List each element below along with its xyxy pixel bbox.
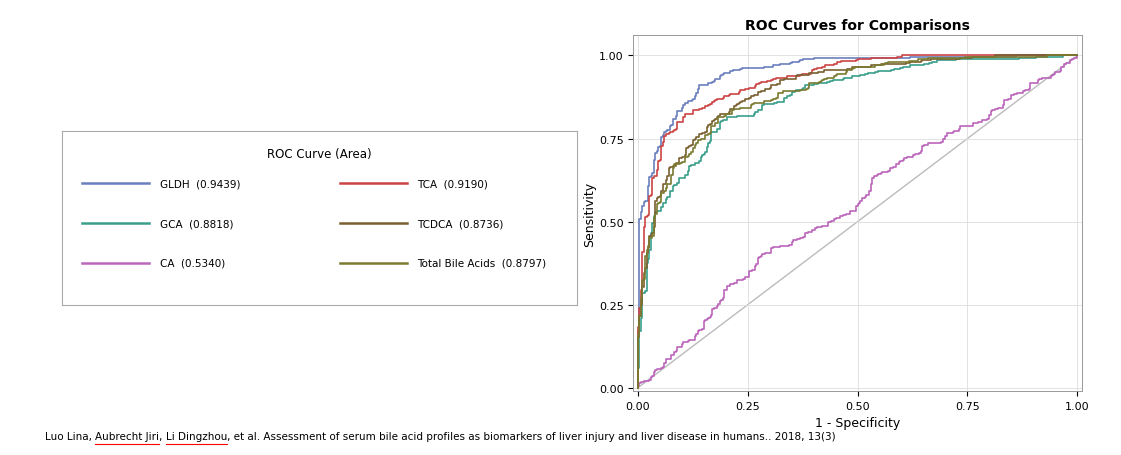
Text: ,: , — [159, 431, 166, 441]
Title: ROC Curves for Comparisons: ROC Curves for Comparisons — [745, 19, 970, 32]
Text: ROC Curve (Area): ROC Curve (Area) — [267, 147, 372, 161]
Text: Aubrecht Jiri: Aubrecht Jiri — [95, 431, 159, 441]
Text: , et al. Assessment of serum bile acid profiles as biomarkers of liver injury an: , et al. Assessment of serum bile acid p… — [228, 431, 836, 441]
Text: Luo Lina,: Luo Lina, — [45, 431, 95, 441]
Text: GCA  (0.8818): GCA (0.8818) — [159, 218, 233, 228]
Text: TCDCA  (0.8736): TCDCA (0.8736) — [417, 218, 503, 228]
X-axis label: 1 - Specificity: 1 - Specificity — [815, 416, 900, 430]
Text: CA  (0.5340): CA (0.5340) — [159, 258, 225, 268]
Text: Total Bile Acids  (0.8797): Total Bile Acids (0.8797) — [417, 258, 547, 268]
Text: TCA  (0.9190): TCA (0.9190) — [417, 179, 489, 189]
Y-axis label: Sensitivity: Sensitivity — [583, 182, 596, 246]
Text: Li Dingzhou: Li Dingzhou — [166, 431, 228, 441]
Text: GLDH  (0.9439): GLDH (0.9439) — [159, 179, 240, 189]
